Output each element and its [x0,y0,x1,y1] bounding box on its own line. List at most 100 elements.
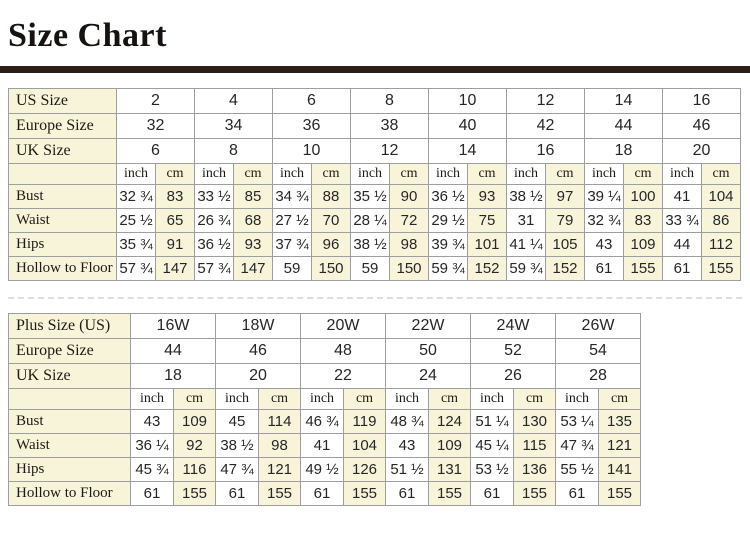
measure-inch-value-cell: 38 ½ [215,433,259,458]
size-value-cell: 8 [350,88,429,114]
size-value-cell: 42 [506,113,585,139]
measure-cm-value-cell: 155 [428,481,471,506]
measure-inch-value-cell: 61 [584,256,624,281]
measure-inch-value-cell: 53 ¼ [555,409,599,434]
size-value-cell: 20 [215,363,301,389]
size-value-cell: 10 [428,88,507,114]
size-value-cell: 20 [662,138,741,164]
size-value-cell: 50 [385,338,471,364]
measure-inch-value-cell: 57 ¾ [194,256,234,281]
measure-inch-value-cell: 34 ¾ [272,184,312,209]
measure-row: Hollow to Floor 61 155 61 155 61 155 61 155 61 155… [8,481,641,506]
size-value-cell: 44 [584,113,663,139]
measure-inch-value-cell: 36 ½ [194,232,234,257]
measure-inch-value-cell: 51 ¼ [470,409,514,434]
measure-inch-value-cell: 27 ½ [272,208,312,233]
measure-inch-value-cell: 61 [385,481,429,506]
row-label-cell: Hips [8,232,117,257]
measure-cm-value-cell: 86 [701,208,741,233]
measure-inch-value-cell: 48 ¾ [385,409,429,434]
measure-cm-value-cell: 90 [389,184,429,209]
measure-cm-value-cell: 147 [155,256,195,281]
measure-inch-value-cell: 32 ¾ [116,184,156,209]
measure-inch-value-cell: 43 [584,232,624,257]
measure-inch-value-cell: 37 ¾ [272,232,312,257]
size-value-cell: 36 [272,113,351,139]
standard-size-table: US Size 2 4 6 8 10 12 14 16 Europe Size 32 34 36 38 40… [8,88,741,281]
measure-inch-value-cell: 59 [272,256,312,281]
unit-cm-header-cell: cm [598,388,641,410]
measure-cm-value-cell: 121 [258,457,301,482]
size-row: Europe Size 44 46 48 50 52 54 [8,338,641,364]
unit-inch-header-cell: inch [194,163,234,185]
measure-cm-value-cell: 135 [598,409,641,434]
measure-inch-value-cell: 59 ¾ [428,256,468,281]
page-title: Size Chart [8,17,167,54]
measure-cm-value-cell: 131 [428,457,471,482]
size-value-cell: 24 [385,363,471,389]
unit-cm-header-cell: cm [155,163,195,185]
measure-inch-value-cell: 41 [662,184,702,209]
row-label-cell: UK Size [8,138,117,164]
measure-cm-value-cell: 126 [343,457,386,482]
size-value-cell: 24W [470,313,556,339]
unit-inch-header-cell: inch [662,163,702,185]
measure-inch-value-cell: 53 ½ [470,457,514,482]
unit-inch-header-cell: inch [116,163,156,185]
unit-inch-header-cell: inch [428,163,468,185]
measure-cm-value-cell: 147 [233,256,273,281]
size-value-cell: 18W [215,313,301,339]
size-value-cell: 8 [194,138,273,164]
row-label-cell [8,388,131,410]
measure-inch-value-cell: 45 [215,409,259,434]
measure-cm-value-cell: 105 [545,232,585,257]
unit-cm-header-cell: cm [428,388,471,410]
measure-inch-value-cell: 31 [506,208,546,233]
row-label-cell: US Size [8,88,117,114]
measure-cm-value-cell: 124 [428,409,471,434]
measure-cm-value-cell: 91 [155,232,195,257]
measure-cm-value-cell: 150 [311,256,351,281]
title-divider-bar [0,66,750,73]
measure-row: Hips 45 ¾ 116 47 ¾ 121 49 ½ 126 51 ½ 131 53 ½ 136 5… [8,457,641,482]
unit-inch-header-cell: inch [506,163,546,185]
measure-inch-value-cell: 47 ¾ [215,457,259,482]
size-value-cell: 2 [116,88,195,114]
measure-inch-value-cell: 36 ½ [428,184,468,209]
row-label-cell: Bust [8,409,131,434]
size-chart-page: Size Chart US Size 2 4 6 8 10 12 14 16 Europe Siz… [0,15,750,551]
unit-cm-header-cell: cm [467,163,507,185]
unit-cm-header-cell: cm [545,163,585,185]
size-value-cell: 12 [350,138,429,164]
size-value-cell: 6 [116,138,195,164]
measure-inch-value-cell: 39 ¾ [428,232,468,257]
measure-inch-value-cell: 38 ½ [350,232,390,257]
size-value-cell: 46 [662,113,741,139]
measure-cm-value-cell: 155 [623,256,663,281]
size-row: UK Size 6 8 10 12 14 16 18 20 [8,138,741,164]
measure-cm-value-cell: 155 [258,481,301,506]
measure-cm-value-cell: 70 [311,208,351,233]
size-value-cell: 26W [555,313,641,339]
measure-cm-value-cell: 155 [513,481,556,506]
measure-inch-value-cell: 61 [555,481,599,506]
measure-inch-value-cell: 25 ½ [116,208,156,233]
size-value-cell: 46 [215,338,301,364]
measure-cm-value-cell: 101 [467,232,507,257]
plus-size-table-wrap: Plus Size (US) 16W 18W 20W 22W 24W 26W Europe S… [8,313,750,506]
measure-inch-value-cell: 59 [350,256,390,281]
measure-inch-value-cell: 33 ½ [194,184,234,209]
measure-cm-value-cell: 155 [173,481,216,506]
size-value-cell: 18 [130,363,216,389]
size-value-cell: 28 [555,363,641,389]
measure-cm-value-cell: 100 [623,184,663,209]
measure-inch-value-cell: 41 ¼ [506,232,546,257]
measure-inch-value-cell: 39 ¼ [584,184,624,209]
measure-inch-value-cell: 35 ¾ [116,232,156,257]
measure-cm-value-cell: 121 [598,433,641,458]
size-value-cell: 14 [584,88,663,114]
unit-inch-header-cell: inch [584,163,624,185]
size-value-cell: 34 [194,113,273,139]
size-value-cell: 54 [555,338,641,364]
measure-inch-value-cell: 61 [215,481,259,506]
